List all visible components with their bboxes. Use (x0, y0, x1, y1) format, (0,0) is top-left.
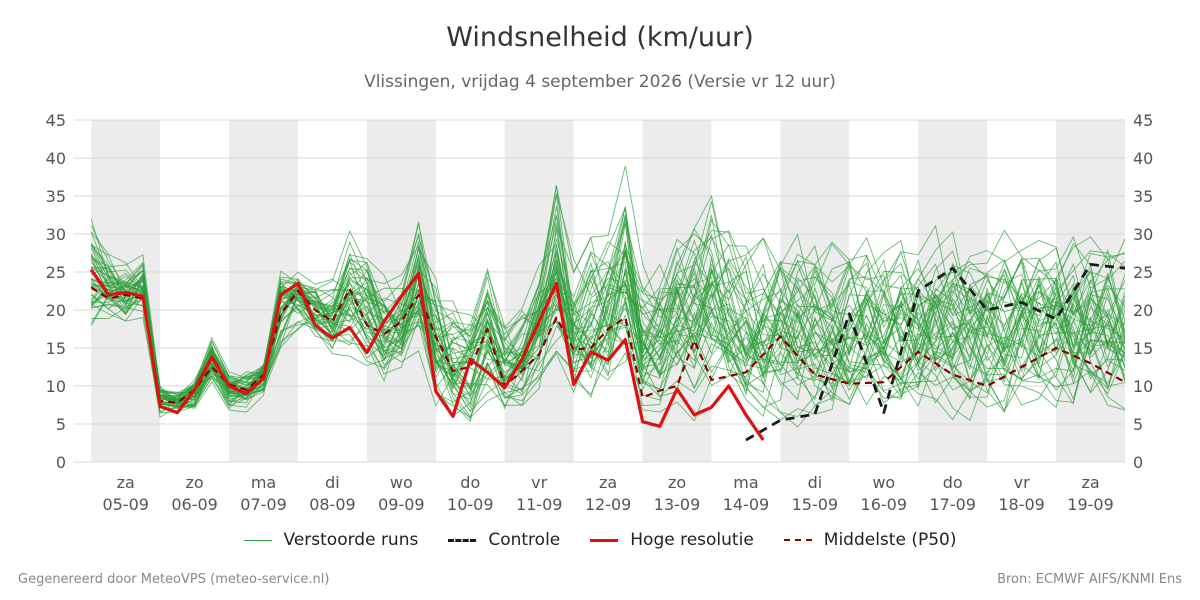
members-line-icon (243, 539, 272, 541)
chart-title: Windsnelheid (km/uur) (446, 22, 754, 53)
legend-label-median: Middelste (P50) (823, 530, 957, 550)
y-tick-label-left: 5 (56, 415, 66, 434)
x-tick-date-label: 18-09 (998, 495, 1045, 514)
x-tick-date-label: 08-09 (309, 495, 356, 514)
x-tick-day-label: do (943, 473, 963, 492)
legend-item-median[interactable]: Middelste (P50) (783, 530, 957, 550)
legend-label-hires: Hoge resolutie (630, 530, 754, 550)
x-tick-day-label: di (808, 473, 823, 492)
x-tick-date-label: 13-09 (654, 495, 701, 514)
x-tick-day-label: vr (531, 473, 547, 492)
y-tick-label-left: 20 (46, 301, 66, 320)
ensemble-member-line (90, 244, 1125, 406)
y-tick-label-right: 0 (1133, 453, 1143, 472)
x-tick-date-label: 16-09 (861, 495, 908, 514)
hires-line-icon (590, 538, 619, 542)
x-tick-date-label: 12-09 (585, 495, 632, 514)
x-tick-date-label: 09-09 (378, 495, 425, 514)
y-tick-label-right: 40 (1133, 149, 1153, 168)
x-tick-date-label: 17-09 (929, 495, 976, 514)
y-tick-label-left: 15 (46, 339, 66, 358)
x-tick-date-label: 05-09 (102, 495, 149, 514)
y-tick-label-left: 10 (46, 377, 66, 396)
y-tick-label-right: 20 (1133, 301, 1153, 320)
footer-generator: Gegenereerd door MeteoVPS (meteo-service… (18, 572, 330, 587)
x-tick-day-label: wo (390, 473, 413, 492)
median-line-icon (783, 539, 812, 541)
x-tick-day-label: wo (872, 473, 895, 492)
chart-subtitle: Vlissingen, vrijdag 4 september 2026 (Ve… (364, 72, 836, 92)
y-tick-label-left: 45 (46, 111, 66, 130)
x-tick-day-label: za (599, 473, 617, 492)
y-tick-label-right: 30 (1133, 225, 1153, 244)
ensemble-member-line (90, 233, 1125, 418)
ensemble-member-line (90, 233, 1125, 397)
x-tick-day-label: za (117, 473, 135, 492)
legend-item-control[interactable]: Controle (448, 530, 560, 550)
x-tick-day-label: ma (251, 473, 276, 492)
y-tick-label-left: 0 (56, 453, 66, 472)
x-tick-day-label: di (325, 473, 340, 492)
x-tick-date-label: 11-09 (516, 495, 563, 514)
hires-line (89, 268, 765, 441)
x-tick-day-label: ma (733, 473, 758, 492)
x-tick-day-label: vr (1014, 473, 1030, 492)
legend-label-members: Verstoorde runs (283, 530, 419, 550)
x-tick-day-label: do (460, 473, 480, 492)
x-tick-date-label: 10-09 (447, 495, 494, 514)
y-tick-label-right: 45 (1133, 111, 1153, 130)
y-tick-label-right: 25 (1133, 263, 1153, 282)
x-tick-day-label: za (1081, 473, 1099, 492)
x-tick-date-label: 07-09 (240, 495, 287, 514)
legend-item-members[interactable]: Verstoorde runs (243, 530, 419, 550)
x-tick-date-label: 19-09 (1067, 495, 1114, 514)
x-tick-date-label: 14-09 (723, 495, 770, 514)
y-tick-label-right: 15 (1133, 339, 1153, 358)
x-tick-date-label: 15-09 (792, 495, 839, 514)
x-tick-day-label: zo (668, 473, 686, 492)
y-tick-label-right: 35 (1133, 187, 1153, 206)
control-line (745, 262, 1125, 442)
x-tick-date-label: 06-09 (171, 495, 218, 514)
y-tick-label-left: 30 (46, 225, 66, 244)
y-tick-label-right: 10 (1133, 377, 1153, 396)
legend-label-control: Controle (488, 530, 561, 550)
ensemble-member-line (90, 230, 1125, 406)
control-line-icon (448, 538, 477, 542)
median-p50-line (90, 286, 1125, 404)
y-tick-label-left: 40 (46, 149, 66, 168)
y-tick-label-left: 25 (46, 263, 66, 282)
y-tick-label-left: 35 (46, 187, 66, 206)
ensemble-member-line (90, 239, 1125, 414)
y-tick-label-right: 5 (1133, 415, 1143, 434)
footer-source: Bron: ECMWF AIFS/KNMI Ens (997, 572, 1182, 587)
x-tick-day-label: zo (186, 473, 204, 492)
legend-item-hires[interactable]: Hoge resolutie (590, 530, 754, 550)
chart-legend: Verstoorde runs Controle Hoge resolutie … (0, 530, 1200, 550)
